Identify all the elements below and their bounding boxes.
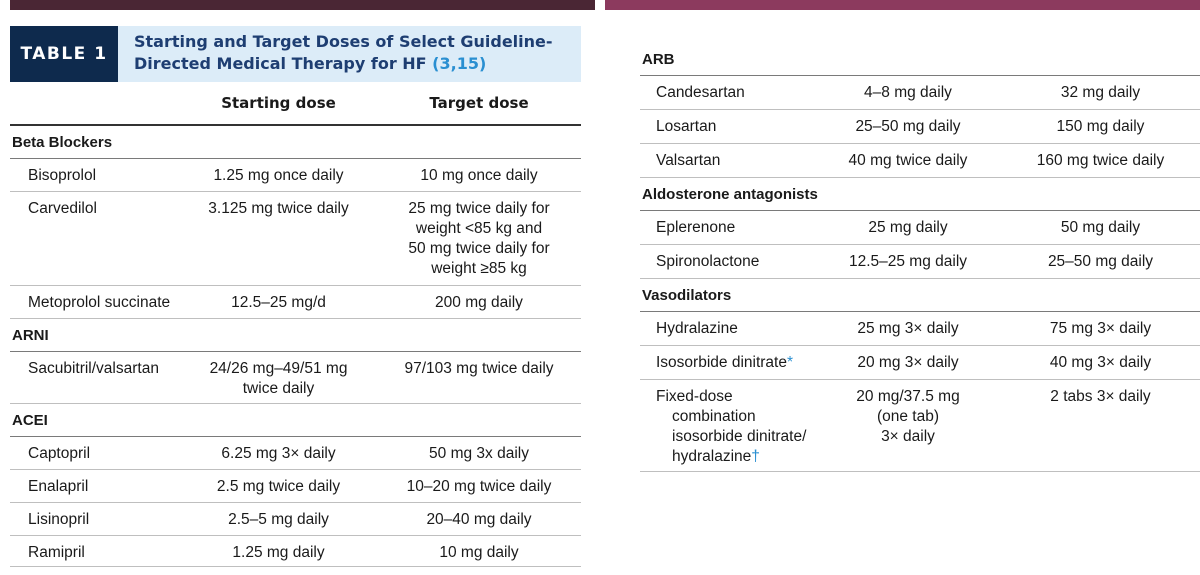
title-line-1: Starting and Target Doses of Select Guid… [134,32,553,51]
column-header-target-dose: Target dose [429,94,529,112]
starting-dose: 1.25 mg once daily [213,167,344,184]
target-dose: 160 mg twice daily [1036,152,1165,169]
starting-dose: 2.5–5 mg daily [228,511,329,528]
starting-dose: 25–50 mg daily [855,118,961,135]
drug-name: Sacubitril/valsartan [28,360,159,377]
target-dose: 50 mg 3x daily [429,445,529,462]
drug-name: Metoprolol succinate [28,294,171,311]
table-row: Sacubitril/valsartan 24/26 mg–49/51 mg t… [10,352,581,404]
target-dose: 97/103 mg twice daily [404,360,554,377]
table-row: Candesartan 4–8 mg daily 32 mg daily [640,76,1200,110]
column-header-starting-dose: Starting dose [221,94,336,112]
starting-dose: 12.5–25 mg/d [231,294,326,311]
table-row: Bisoprolol 1.25 mg once daily 10 mg once… [10,159,581,192]
starting-dose: 40 mg twice daily [848,152,968,169]
section-arb: ARB [640,43,1200,76]
drug-name: Spironolactone [656,253,760,270]
table-right-panel: ARB Candesartan 4–8 mg daily 32 mg daily… [640,10,1200,472]
drug-name: Hydralazine [656,320,738,337]
drug-name: Valsartan [656,152,721,169]
table-row: Ramipril 1.25 mg daily 10 mg daily [10,536,581,567]
table-row: Lisinopril 2.5–5 mg daily 20–40 mg daily [10,503,581,536]
table-row: Metoprolol succinate 12.5–25 mg/d 200 mg… [10,286,581,319]
table-title: Starting and Target Doses of Select Guid… [118,26,581,82]
target-dose: 40 mg 3× daily [1049,354,1152,371]
table-number-label: TABLE 1 [10,26,118,82]
top-accent-bar-right [605,0,1200,10]
table-row: Isosorbide dinitrate* 20 mg 3× daily 40 … [640,346,1200,380]
section-vasodilators: Vasodilators [640,279,1200,312]
starting-dose: 6.25 mg 3× daily [221,445,336,462]
table-row: Hydralazine 25 mg 3× daily 75 mg 3× dail… [640,312,1200,346]
title-line-2: Directed Medical Therapy for HF [134,54,427,73]
target-dose: 200 mg daily [435,294,523,311]
footnote-marker-dagger[interactable]: † [751,448,760,465]
section-beta-blockers: Beta Blockers [10,126,581,159]
target-dose: 75 mg 3× daily [1049,320,1152,337]
table-row: Valsartan 40 mg twice daily 160 mg twice… [640,144,1200,178]
drug-name: Ramipril [28,544,85,561]
table-row: Captopril 6.25 mg 3× daily 50 mg 3x dail… [10,437,581,470]
drug-name: Bisoprolol [28,167,97,184]
target-dose: 50 mg daily [1060,219,1141,236]
starting-dose: 2.5 mg twice daily [216,478,341,495]
section-acei: ACEI [10,404,581,437]
starting-dose: 20 mg 3× daily [857,354,959,371]
footnote-marker-asterisk[interactable]: * [786,354,794,371]
drug-name: Candesartan [656,84,745,101]
drug-name: Enalapril [28,478,89,495]
starting-dose: 1.25 mg daily [232,544,325,561]
target-dose: 32 mg daily [1060,84,1141,101]
target-dose: 25 mg twice daily for weight <85 kg and … [408,200,550,277]
drug-name: Carvedilol [28,200,97,217]
table-row: Carvedilol 3.125 mg twice daily 25 mg tw… [10,192,581,286]
title-reference-link[interactable]: (3,15) [432,54,487,73]
drug-name: Captopril [28,445,91,462]
target-dose: 10–20 mg twice daily [406,478,552,495]
target-dose: 25–50 mg daily [1047,253,1154,270]
starting-dose: 25 mg daily [868,219,948,236]
target-dose: 10 mg once daily [420,167,538,184]
column-header-row: Starting dose Target dose [10,82,581,126]
drug-name: Lisinopril [28,511,90,528]
target-dose: 2 tabs 3× daily [1050,388,1151,405]
target-dose: 20–40 mg daily [426,511,532,528]
table-row: Spironolactone 12.5–25 mg daily 25–50 mg… [640,245,1200,279]
drug-name: Fixed-dose combination isosorbide dinitr… [656,388,807,465]
drug-name: Eplerenone [656,219,736,236]
starting-dose: 24/26 mg–49/51 mg twice daily [209,360,348,397]
section-arni: ARNI [10,319,581,352]
table-row: Eplerenone 25 mg daily 50 mg daily [640,211,1200,245]
starting-dose: 3.125 mg twice daily [208,200,349,217]
starting-dose: 4–8 mg daily [864,84,952,101]
table-row: Fixed-dose combination isosorbide dinitr… [640,380,1200,472]
starting-dose: 20 mg/37.5 mg (one tab) 3× daily [856,388,960,445]
drug-name: Isosorbide dinitrate* [656,354,794,371]
table-row: Losartan 25–50 mg daily 150 mg daily [640,110,1200,144]
starting-dose: 25 mg 3× daily [857,320,959,337]
table-left-panel: TABLE 1 Starting and Target Doses of Sel… [10,10,581,567]
target-dose: 10 mg daily [439,544,519,561]
target-dose: 150 mg daily [1056,118,1145,135]
table-header: TABLE 1 Starting and Target Doses of Sel… [10,26,581,82]
drug-name: Losartan [656,118,717,135]
section-aldosterone-antagonists: Aldosterone antagonists [640,178,1200,211]
starting-dose: 12.5–25 mg daily [848,253,968,270]
top-accent-bar-left [10,0,595,10]
table-row: Enalapril 2.5 mg twice daily 10–20 mg tw… [10,470,581,503]
